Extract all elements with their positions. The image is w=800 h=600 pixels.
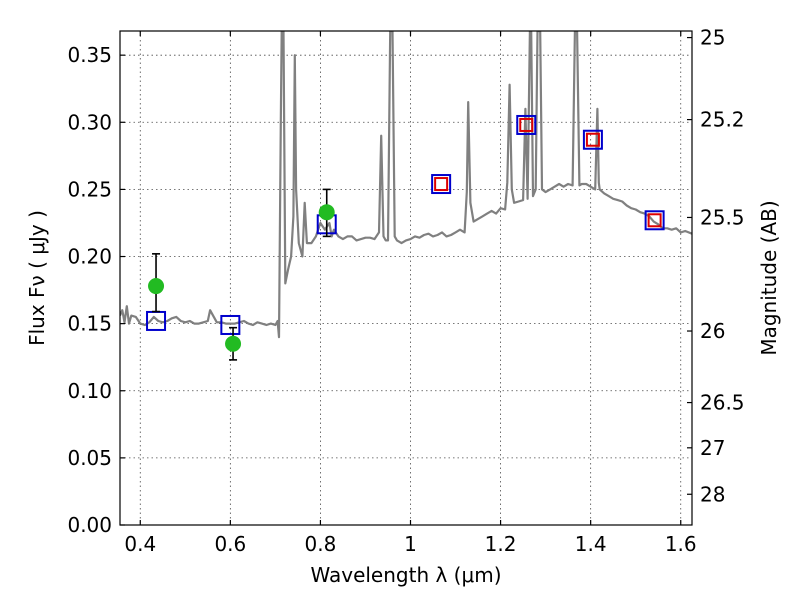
y-tick-label: 0.25 [67,177,112,201]
spectrum-line [120,31,692,339]
plot-frame [119,30,693,526]
x-tick-label: 1 [404,532,417,556]
y-axis-label: Flux Fν ( μJy ) [25,210,49,346]
x-tick-label: 0.8 [305,532,337,556]
red-square-marker [434,177,449,192]
green-circle-marker [148,278,165,295]
plot-area [120,31,692,361]
x-axis-label: Wavelength λ (μm) [310,563,501,587]
blue-square-marker [582,129,603,150]
grid [120,31,692,526]
x-tick-label: 0.4 [124,532,156,556]
x-tick-label: 1.2 [485,532,517,556]
y-tick-label: 0.30 [67,110,112,134]
axis-ticks: 0.4 0.6 0.8 1 1.2 1.4 1.6 0.00 0.05 0.10 0.15 0.20 0… [67,26,744,556]
blue-square-marker [516,114,537,135]
red-square-marker [585,132,600,147]
right-tick-label: 25.5 [700,205,745,229]
right-tick-label: 25 [700,26,725,50]
x-tick-label: 0.6 [214,532,246,556]
y-tick-label: 0.20 [67,245,112,269]
y-tick-label: 0.35 [67,43,112,67]
right-tick-label: 28 [700,482,725,506]
right-tick-label: 26.5 [700,391,745,415]
x-tick-label: 1.6 [665,532,697,556]
y-tick-label: 0.15 [67,312,112,336]
red-square-marker [647,213,662,228]
y-tick-label: 0.00 [67,513,112,537]
x-tick-label: 1.4 [575,532,607,556]
right-tick-label: 26 [700,319,725,343]
y-tick-label: 0.05 [67,446,112,470]
right-tick-label: 27 [700,436,725,460]
red-square-marker [519,117,534,132]
green-circle-marker [318,204,335,221]
blue-square-marker [431,174,452,195]
green-circle-marker [225,335,242,352]
blue-square-marker [644,210,665,231]
y-tick-label: 0.10 [67,379,112,403]
right-tick-label: 25.2 [700,108,745,132]
right-axis-label: Magnitude (AB) [757,200,781,355]
blue-square-marker [220,314,241,335]
